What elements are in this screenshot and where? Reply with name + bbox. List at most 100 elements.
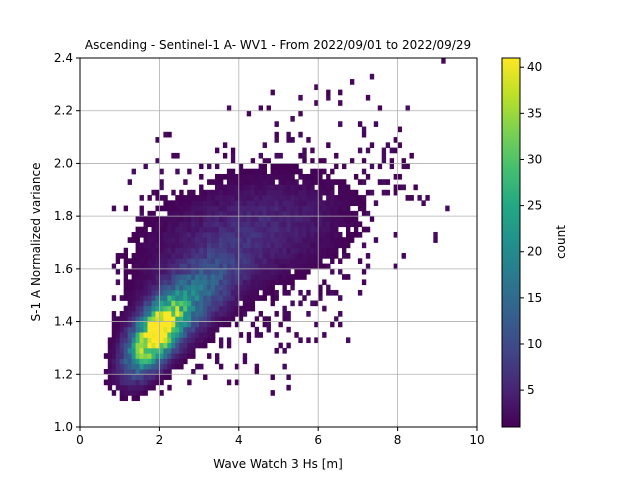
heatmap-cell: [397, 126, 402, 133]
heatmap-cell: [342, 200, 347, 206]
heatmap-cell: [175, 326, 180, 333]
heatmap-cell: [175, 316, 180, 322]
heatmap-cell: [167, 216, 172, 222]
heatmap-cell: [139, 342, 144, 349]
heatmap-cell: [179, 284, 184, 291]
heatmap-cell: [203, 279, 208, 286]
heatmap-cell: [155, 268, 160, 275]
heatmap-cell: [338, 200, 343, 206]
heatmap-cell: [278, 242, 283, 249]
heatmap-cell: [278, 216, 283, 222]
heatmap-cell: [258, 258, 264, 264]
heatmap-cell: [326, 289, 331, 296]
heatmap-cell: [330, 205, 335, 212]
heatmap-cell: [266, 284, 271, 291]
heatmap-cell: [135, 268, 140, 275]
heatmap-cell: [143, 337, 148, 344]
heatmap-cell: [246, 221, 252, 228]
heatmap-cell: [159, 316, 164, 322]
heatmap-cell: [349, 200, 355, 206]
heatmap-cell: [163, 289, 168, 296]
heatmap-cell: [246, 242, 252, 249]
heatmap-cell: [147, 258, 152, 264]
heatmap-cell: [278, 179, 283, 185]
heatmap-cell: [143, 326, 148, 333]
heatmap-cell: [342, 253, 347, 259]
heatmap-cell: [151, 284, 156, 291]
heatmap-cell: [139, 205, 144, 212]
heatmap-cell: [155, 332, 160, 338]
heatmap-cell: [262, 226, 267, 233]
heatmap-cell: [290, 115, 295, 122]
colorbar-tick-label: 40: [527, 60, 542, 74]
heatmap-cell: [211, 189, 216, 196]
heatmap-cell: [159, 326, 164, 333]
heatmap-cell: [179, 189, 184, 196]
heatmap-cell: [179, 337, 184, 344]
heatmap-cell: [330, 210, 335, 217]
heatmap-cell: [246, 226, 252, 233]
x-tick-label: 8: [394, 433, 402, 447]
heatmap-cell: [242, 205, 248, 212]
heatmap-cell: [195, 289, 200, 296]
heatmap-cell: [262, 274, 267, 280]
heatmap-cell: [179, 289, 184, 296]
heatmap-cell: [111, 353, 117, 359]
heatmap-cell: [357, 179, 363, 185]
heatmap-cell: [230, 305, 236, 312]
heatmap-cell: [155, 205, 160, 212]
heatmap-cell: [330, 289, 335, 296]
heatmap-cell: [131, 316, 136, 322]
heatmap-cell: [167, 374, 172, 380]
heatmap-cell: [365, 210, 371, 217]
heatmap-cell: [226, 216, 232, 222]
heatmap-cell: [278, 268, 283, 275]
heatmap-cell: [183, 353, 188, 359]
heatmap-cell: [135, 337, 140, 344]
heatmap-cell: [342, 237, 347, 243]
heatmap-cell: [302, 147, 307, 154]
heatmap-cell: [330, 168, 335, 175]
heatmap-cell: [139, 258, 144, 264]
heatmap-cell: [222, 189, 228, 196]
heatmap-cell: [187, 284, 192, 291]
heatmap-cell: [445, 205, 450, 212]
heatmap-cell: [135, 311, 140, 317]
heatmap-cell: [214, 316, 220, 322]
heatmap-cell: [163, 311, 168, 317]
heatmap-cell: [389, 158, 395, 164]
heatmap-cell: [274, 258, 279, 264]
heatmap-cell: [266, 321, 271, 328]
heatmap-cell: [234, 216, 240, 222]
heatmap-cell: [143, 316, 148, 322]
heatmap-cell: [155, 358, 160, 365]
heatmap-cell: [191, 258, 196, 264]
heatmap-cell: [111, 295, 117, 301]
heatmap-cell: [147, 363, 152, 370]
heatmap-cell: [147, 384, 152, 391]
heatmap-cell: [171, 263, 176, 270]
heatmap-cell: [199, 253, 204, 259]
heatmap-cell: [314, 253, 319, 259]
heatmap-cell: [199, 274, 204, 280]
heatmap-cell: [135, 363, 140, 370]
heatmap-cell: [175, 152, 180, 159]
heatmap-cell: [127, 258, 133, 264]
heatmap-cell: [282, 242, 287, 249]
heatmap-cell: [306, 237, 311, 243]
heatmap-cell: [234, 311, 240, 317]
heatmap-cell: [167, 279, 172, 286]
heatmap-cell: [345, 184, 351, 191]
heatmap-cell: [302, 210, 307, 217]
heatmap-cell: [349, 210, 355, 217]
heatmap-cell: [167, 305, 172, 312]
heatmap-cell: [147, 374, 152, 380]
heatmap-cell: [286, 342, 291, 349]
heatmap-cell: [306, 263, 311, 270]
heatmap-cell: [338, 121, 343, 127]
heatmap-cell: [163, 263, 168, 270]
heatmap-cell: [135, 226, 140, 233]
heatmap-cell: [203, 263, 208, 270]
heatmap-cell: [143, 263, 148, 270]
heatmap-cell: [131, 305, 136, 312]
